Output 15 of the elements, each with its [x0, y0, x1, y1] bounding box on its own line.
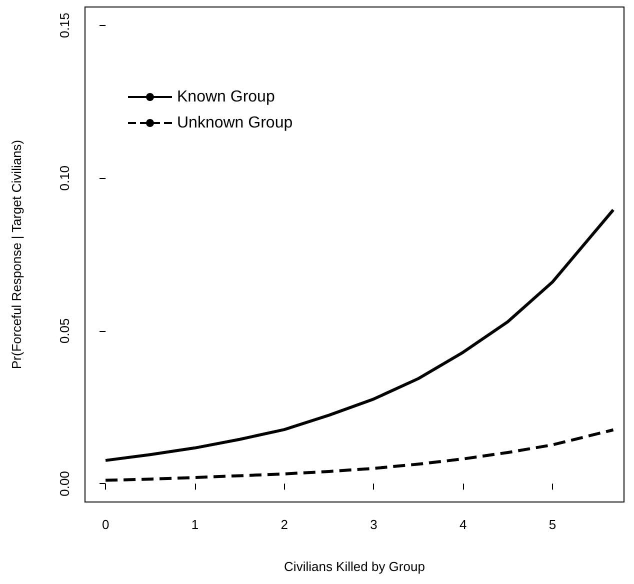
y-tick-label: 0.15	[57, 12, 72, 38]
legend-label: Known Group	[177, 88, 275, 106]
x-tick-label: 0	[102, 517, 110, 532]
x-tick-label: 1	[191, 517, 199, 532]
x-axis-title: Civilians Killed by Group	[284, 559, 425, 574]
y-tick-label: 0.05	[57, 318, 72, 344]
y-tick-label: 0.00	[57, 471, 72, 496]
y-axis-title: Pr(Forceful Response | Target Civilians)	[9, 140, 24, 370]
y-tick-label: 0.10	[57, 165, 72, 191]
legend-label: Unknown Group	[177, 114, 293, 132]
x-tick-label: 3	[370, 517, 378, 532]
x-tick-label: 2	[280, 517, 288, 532]
x-tick-label: 5	[548, 517, 556, 532]
line-series	[104, 208, 615, 462]
x-tick-label: 4	[459, 517, 467, 532]
